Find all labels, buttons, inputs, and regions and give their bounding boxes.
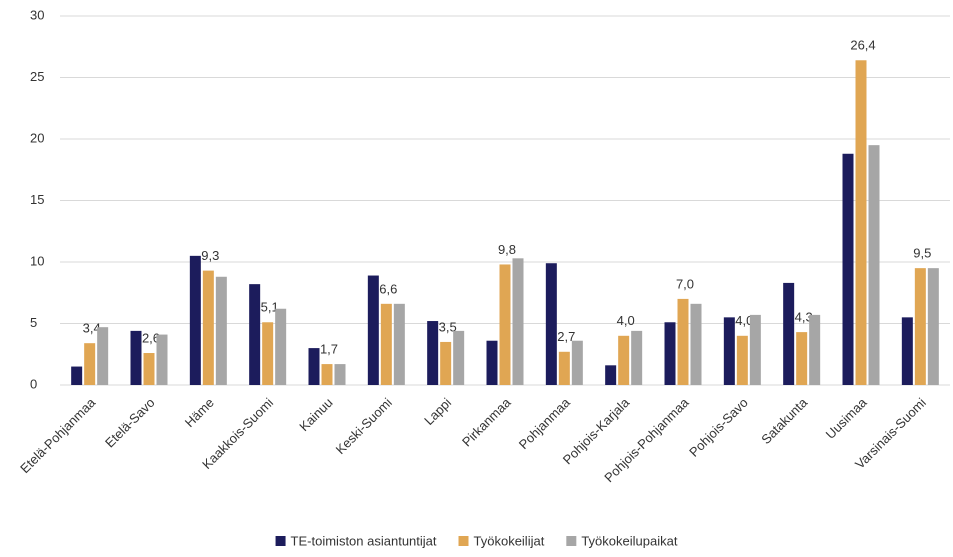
y-tick-label: 30 [30,7,44,22]
bar [249,284,261,385]
legend-swatch [458,536,469,546]
y-tick-label: 15 [30,192,44,207]
bar [440,341,452,385]
data-label: 9,5 [913,246,931,261]
x-tick-label: Uusimaa [823,394,870,441]
data-label: 7,0 [676,276,694,291]
bar [914,268,926,385]
bar [97,327,109,385]
x-tick-label: Pirkanmaa [459,394,514,449]
x-tick-label: Kainuu [296,395,335,434]
x-tick-label: Häme [182,395,217,430]
bar [130,330,142,385]
bar [202,270,214,385]
bar [618,335,630,385]
bar [664,322,676,385]
bar [796,332,808,385]
bar [367,275,379,385]
bar [156,334,168,385]
bar [189,255,201,385]
bar [558,351,570,385]
bar [868,145,880,385]
bar [545,263,557,385]
bar [512,258,524,385]
x-tick-label: Pohjanmaa [516,394,574,452]
legend-swatch [566,536,577,546]
bar [809,314,821,385]
data-label: 5,1 [261,300,279,315]
bar [855,60,867,385]
bar [71,366,83,385]
data-label: 2,7 [557,329,575,344]
legend-label: Työkokeilijat [474,533,545,548]
y-tick-label: 20 [30,130,44,145]
bar [393,303,405,385]
bar [453,330,465,385]
y-tick-label: 10 [30,253,44,268]
data-label: 6,6 [379,281,397,296]
bar [783,282,795,385]
x-tick-label: Etelä-Savo [102,395,158,451]
bar [723,317,735,385]
data-label: 4,0 [617,313,635,328]
x-tick-label: Lappi [421,395,454,428]
legend: TE-toimiston asiantuntijat Työkokeilijat T… [275,533,678,548]
bar [677,298,689,385]
data-label: 3,5 [439,319,457,334]
bar [84,343,96,385]
bar [308,348,320,385]
bar [143,353,155,385]
data-label: 1,7 [320,342,338,357]
data-label: 9,8 [498,242,516,257]
data-label: 3,4 [83,321,101,336]
legend-swatch [275,536,286,546]
bar [631,330,643,385]
bar [749,314,761,385]
data-label: 2,6 [142,330,160,345]
x-tick-label: Keski-Suomi [333,395,395,457]
y-tick-label: 0 [30,376,37,391]
bar [275,308,287,385]
data-label: 26,4 [850,38,875,53]
legend-label: Työkokeilupaikat [581,533,677,548]
x-tick-label: Satakunta [758,394,811,447]
x-tick-label: Etelä-Pohjanmaa [17,394,99,476]
bar [605,365,617,385]
x-tick-label: Pohjois-Savo [686,395,751,460]
legend-label: TE-toimiston asiantuntijat [291,533,437,548]
y-tick-label: 25 [30,69,44,84]
bar [380,303,392,385]
bar [571,340,583,385]
data-label: 4,0 [735,313,753,328]
data-label: 4,3 [795,310,813,325]
data-label: 9,3 [201,248,219,263]
bar [334,364,346,385]
bar [215,276,227,385]
bar [486,340,498,385]
bar [262,322,274,385]
y-tick-label: 5 [30,315,37,330]
bar [690,303,702,385]
bar [842,153,854,385]
bar [427,321,439,385]
bar [321,364,333,385]
bar [499,264,511,385]
bar [736,335,748,385]
bar [901,317,913,385]
bar [927,268,939,385]
